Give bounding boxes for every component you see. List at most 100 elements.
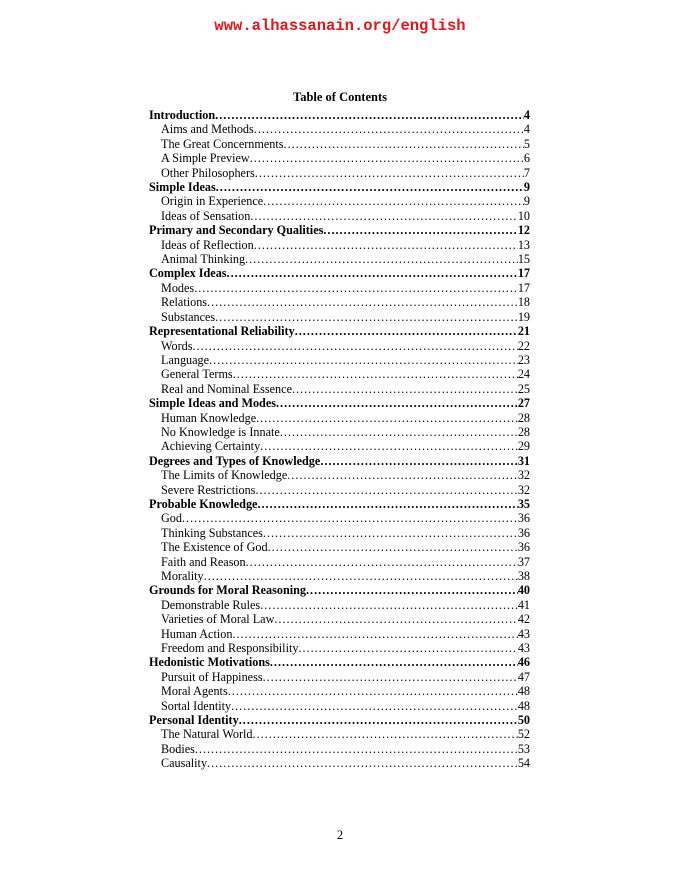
- toc-section-entry[interactable]: Thinking Substances 36: [149, 526, 530, 540]
- toc-section-entry[interactable]: Human Knowledge 28: [149, 411, 530, 425]
- toc-entry-page: 28: [517, 424, 530, 439]
- toc-entry-label: Primary and Secondary Qualities: [149, 223, 324, 238]
- toc-section-entry[interactable]: Real and Nominal Essence 25: [149, 382, 530, 396]
- toc-section-entry[interactable]: Bodies 53: [149, 742, 530, 756]
- toc-entry-label: Real and Nominal Essence: [161, 381, 292, 396]
- toc-chapter-entry[interactable]: Simple Ideas and Modes 27: [149, 396, 530, 410]
- toc-section-entry[interactable]: Substances 19: [149, 310, 530, 324]
- toc-section-entry[interactable]: Words 22: [149, 339, 530, 353]
- toc-entry-label: Human Action: [161, 626, 233, 641]
- toc-entry-label: Causality: [161, 756, 208, 771]
- toc-section-entry[interactable]: General Terms 24: [149, 367, 530, 381]
- dot-leader: [284, 137, 524, 151]
- dot-leader: [231, 699, 518, 713]
- toc-entry-label: Varieties of Moral Law: [161, 612, 275, 627]
- toc-chapter-entry[interactable]: Primary and Secondary Qualities 12: [149, 223, 530, 237]
- toc-section-entry[interactable]: Morality 38: [149, 569, 530, 583]
- toc-chapter-entry[interactable]: Personal Identity 50: [149, 713, 530, 727]
- toc-section-entry[interactable]: Demonstrable Rules 41: [149, 598, 530, 612]
- toc-entry-page: 4: [523, 108, 530, 122]
- dot-leader: [274, 612, 517, 626]
- dot-leader: [263, 670, 518, 684]
- toc-section-entry[interactable]: Pursuit of Happiness 47: [149, 670, 530, 684]
- toc-section-entry[interactable]: Sortal Identity 48: [149, 699, 530, 713]
- toc-section-entry[interactable]: God 36: [149, 511, 530, 525]
- toc-entry-page: 36: [517, 511, 530, 526]
- toc-section-entry[interactable]: Achieving Certainty 29: [149, 439, 530, 453]
- toc-entry-page: 36: [517, 525, 530, 540]
- dot-leader: [270, 655, 518, 669]
- toc-entry-label: Demonstrable Rules: [161, 597, 261, 612]
- toc-entry-page: 25: [517, 381, 530, 396]
- toc-entry-page: 32: [517, 482, 530, 497]
- dot-leader: [276, 396, 518, 410]
- dot-leader: [246, 555, 518, 569]
- toc-chapter-entry[interactable]: Degrees and Types of Knowledge 31: [149, 454, 530, 468]
- toc-entry-page: 17: [517, 266, 530, 281]
- toc-chapter-entry[interactable]: Grounds for Moral Reasoning 40: [149, 583, 530, 597]
- toc-section-entry[interactable]: Severe Restrictions 32: [149, 483, 530, 497]
- toc-entry-label: Moral Agents: [161, 684, 228, 699]
- toc-section-entry[interactable]: The Natural World 52: [149, 727, 530, 741]
- toc-section-entry[interactable]: Varieties of Moral Law 42: [149, 612, 530, 626]
- toc-section-entry[interactable]: Faith and Reason 37: [149, 555, 530, 569]
- toc-section-entry[interactable]: Moral Agents 48: [149, 684, 530, 698]
- dot-leader: [207, 295, 518, 309]
- toc-chapter-entry[interactable]: Hedonistic Motivations 46: [149, 655, 530, 669]
- page-number: 2: [336, 828, 344, 842]
- toc-entry-page: 48: [517, 698, 530, 713]
- toc-entry-page: 36: [517, 540, 530, 555]
- toc-entry-page: 10: [517, 208, 530, 223]
- toc-entry-page: 32: [517, 468, 530, 483]
- dot-leader: [306, 583, 518, 597]
- toc-section-entry[interactable]: Modes 17: [149, 281, 530, 295]
- toc-section-entry[interactable]: Human Action 43: [149, 627, 530, 641]
- toc-entry-page: 37: [517, 554, 530, 569]
- toc-entry-page: 12: [517, 223, 530, 238]
- toc-entry-label: Representational Reliability: [149, 324, 295, 339]
- toc-section-entry[interactable]: Causality 54: [149, 756, 530, 770]
- dot-leader: [256, 411, 518, 425]
- toc-chapter-entry[interactable]: Representational Reliability 21: [149, 324, 530, 338]
- page-title: Table of Contents: [293, 90, 387, 104]
- dot-leader: [255, 483, 517, 497]
- dot-leader: [216, 180, 524, 194]
- toc-entry-page: 28: [517, 410, 530, 425]
- toc-entry-page: 53: [517, 741, 530, 756]
- toc-section-entry[interactable]: Language 23: [149, 353, 530, 367]
- toc-section-entry[interactable]: Origin in Experience 9: [149, 194, 530, 208]
- toc-section-entry[interactable]: The Great Concernments 5: [149, 137, 530, 151]
- dot-leader: [195, 742, 518, 756]
- toc-entry-page: 5: [523, 136, 530, 151]
- dot-leader: [260, 598, 518, 612]
- toc-entry-page: 6: [523, 151, 530, 166]
- toc-section-entry[interactable]: Aims and Methods 4: [149, 122, 530, 136]
- toc-entry-label: Personal Identity: [149, 713, 239, 728]
- toc-section-entry[interactable]: Freedom and Responsibility 43: [149, 641, 530, 655]
- toc-section-entry[interactable]: Other Philosophers 7: [149, 166, 530, 180]
- toc-section-entry[interactable]: The Limits of Knowledge 32: [149, 468, 530, 482]
- toc-section-entry[interactable]: Ideas of Sensation 10: [149, 209, 530, 223]
- toc-section-entry[interactable]: No Knowledge is Innate 28: [149, 425, 530, 439]
- toc-entry-page: 17: [517, 280, 530, 295]
- dot-leader: [287, 468, 518, 482]
- toc-chapter-entry[interactable]: Simple Ideas 9: [149, 180, 530, 194]
- toc-section-entry[interactable]: A Simple Preview 6: [149, 151, 530, 165]
- toc-section-entry[interactable]: Relations 18: [149, 295, 530, 309]
- dot-leader: [233, 367, 518, 381]
- toc-entry-page: 15: [517, 252, 530, 267]
- toc-entry-label: Animal Thinking: [161, 252, 246, 267]
- toc-section-entry[interactable]: Ideas of Reflection 13: [149, 238, 530, 252]
- toc-entry-label: Ideas of Reflection: [161, 237, 254, 252]
- toc-section-entry[interactable]: The Existence of God 36: [149, 540, 530, 554]
- dot-leader: [250, 209, 517, 223]
- toc-chapter-entry[interactable]: Complex Ideas 17: [149, 266, 530, 280]
- toc-chapter-entry[interactable]: Introduction 4: [149, 108, 530, 122]
- dot-leader: [204, 569, 518, 583]
- site-url-header[interactable]: www.alhassanain.org/english: [214, 17, 466, 35]
- toc-entry-label: Introduction: [149, 108, 216, 122]
- toc-section-entry[interactable]: Animal Thinking 15: [149, 252, 530, 266]
- dot-leader: [320, 454, 518, 468]
- toc-chapter-entry[interactable]: Probable Knowledge 35: [149, 497, 530, 511]
- toc-entry-page: 41: [517, 597, 530, 612]
